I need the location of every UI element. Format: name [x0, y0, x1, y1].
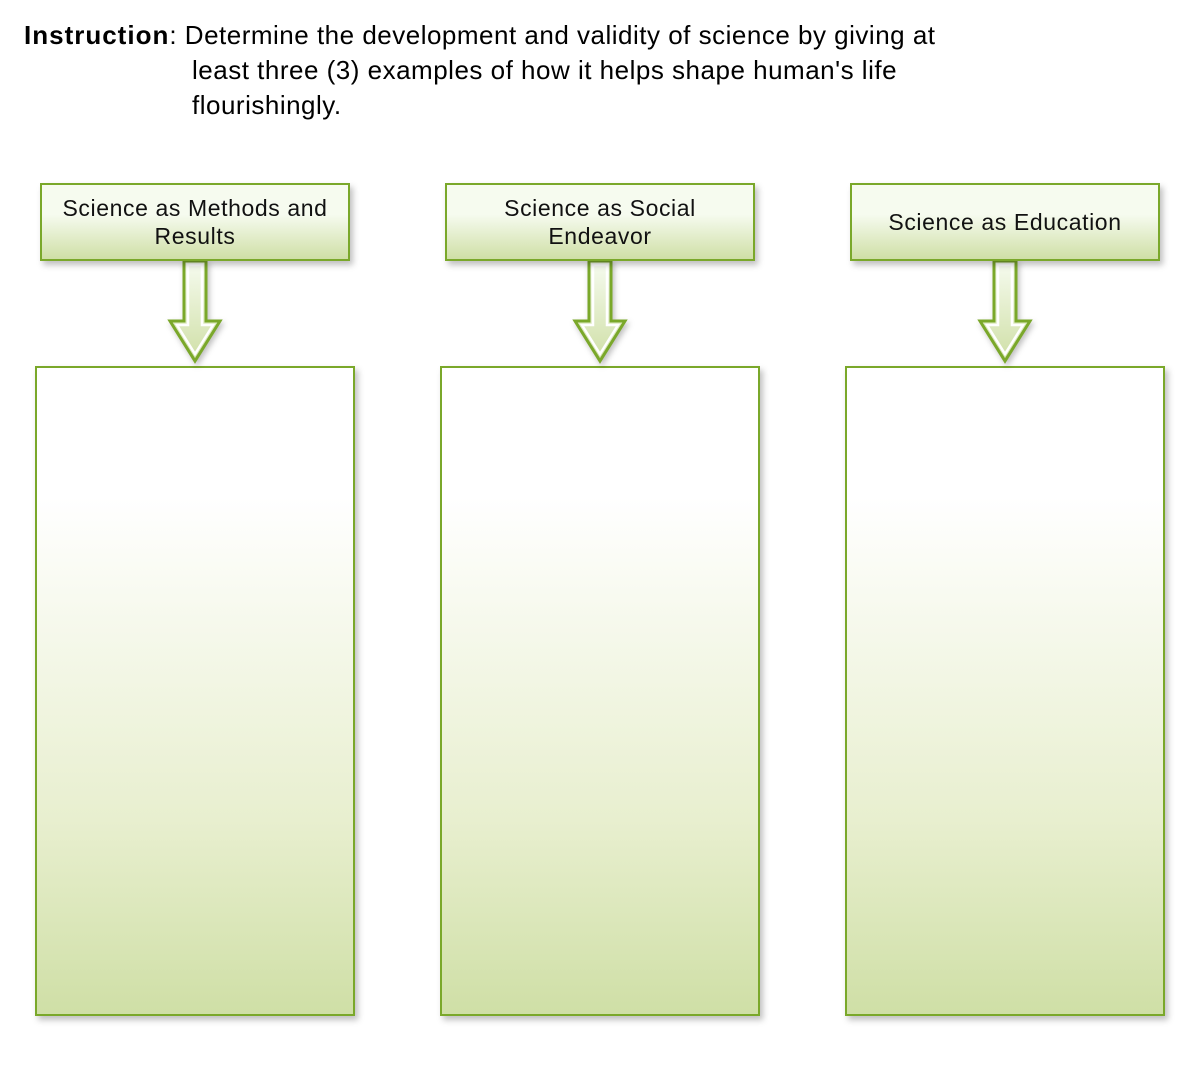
arrow-icon: [166, 257, 224, 372]
arrow-icon: [571, 257, 629, 372]
arrow-icon: [976, 257, 1034, 372]
header-box-methods: Science as Methods and Results: [40, 183, 350, 261]
instruction-line-2: least three (3) examples of how it helps…: [24, 53, 897, 88]
content-box-education: [845, 366, 1165, 1016]
columns-container: Science as Methods and Results Science a…: [24, 183, 1176, 1016]
instruction-label: Instruction: [24, 20, 169, 50]
column-methods-results: Science as Methods and Results: [30, 183, 360, 1016]
column-education: Science as Education: [840, 183, 1170, 1016]
header-box-social: Science as Social Endeavor: [445, 183, 755, 261]
instruction-text: Instruction: Determine the development a…: [24, 18, 1176, 123]
content-box-methods: [35, 366, 355, 1016]
instruction-line-3: flourishingly.: [24, 88, 342, 123]
header-box-education: Science as Education: [850, 183, 1160, 261]
instruction-line-1: : Determine the development and validity…: [169, 20, 935, 50]
content-box-social: [440, 366, 760, 1016]
column-social-endeavor: Science as Social Endeavor: [435, 183, 765, 1016]
